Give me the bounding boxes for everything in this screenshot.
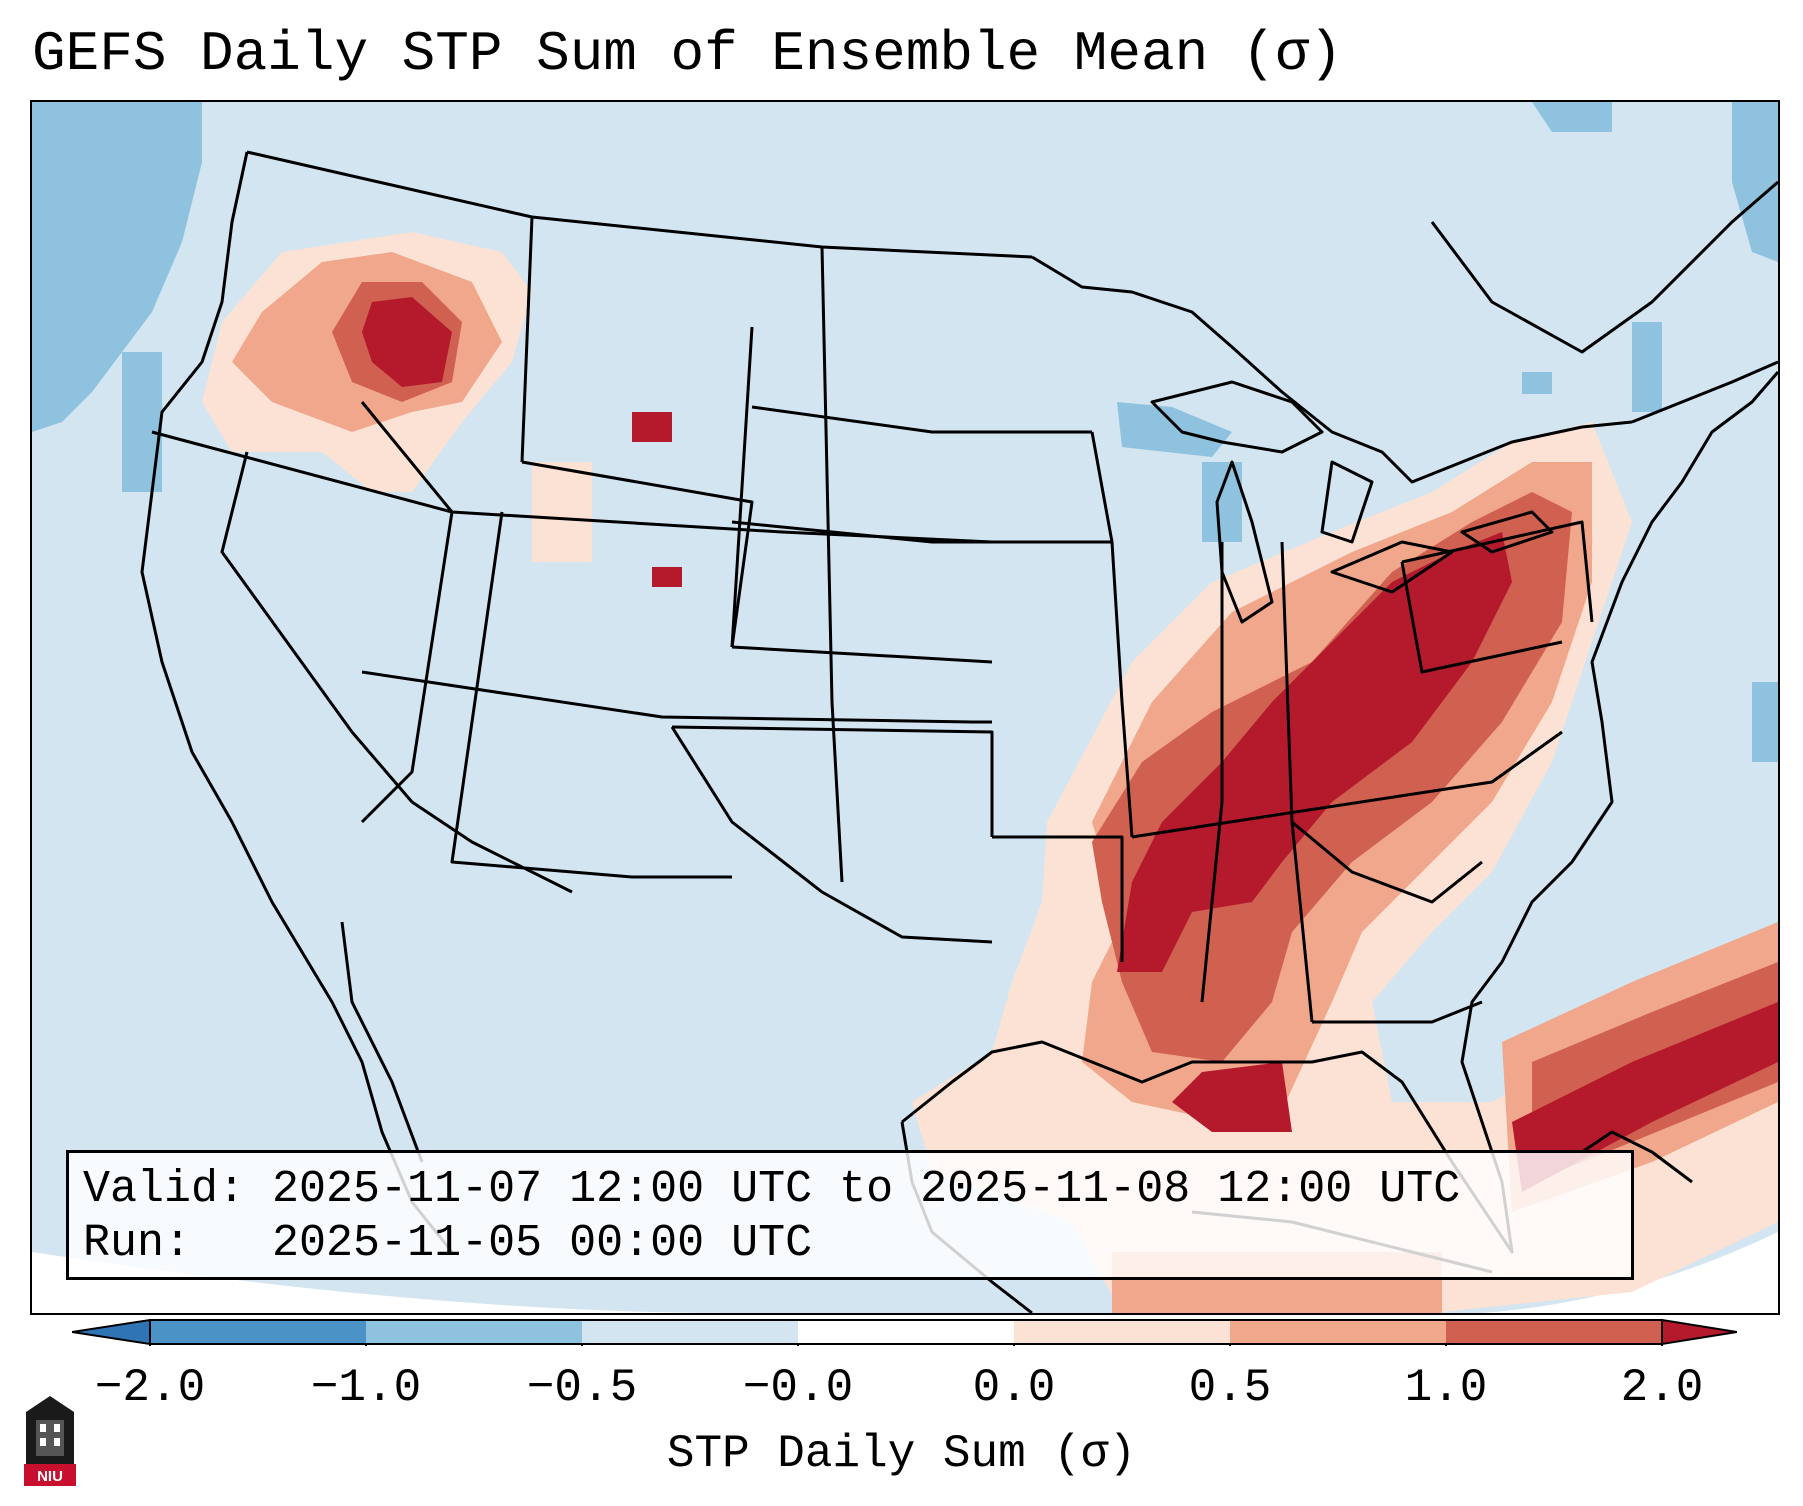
coast-hudson [1430,180,1778,354]
border-us-canada-west [246,150,1033,259]
colorbar [72,1318,1737,1346]
logo-banner [24,1464,76,1486]
colorbar-label: STP Daily Sum (σ) [666,1428,1137,1480]
border-nd-sd [751,405,1092,434]
border-wy [521,460,754,648]
map-panel [30,100,1780,1315]
lake-michigan [1215,460,1274,624]
colorbar-over-extension [1661,1318,1737,1346]
border-ks-ok [671,725,994,837]
colorbar-outline [149,1319,1663,1345]
anomaly-wyoming-max [652,567,682,587]
border-mn-ia [1090,431,1134,838]
colorbar-bin-7 [1446,1320,1662,1344]
map-canvas [32,102,1778,1313]
anomaly-atlantic-max [1512,1002,1778,1192]
border-maine [1631,360,1778,424]
lake-erie [1330,540,1454,594]
lake-ontario [1460,510,1554,554]
anomaly-montana-max [632,412,672,442]
coast-bahamas [1581,1130,1693,1184]
border-ga-sc [1291,820,1483,904]
anomaly-gulf-coast [1172,1062,1292,1132]
border-mt-id [520,216,534,463]
border-il-in [1200,542,1224,1003]
colorbar-bin-2 [366,1320,582,1344]
colorbar-under-extension [72,1318,151,1346]
border-tx-north [670,726,993,944]
border-fl-ga [1312,1000,1483,1024]
colorbar-bin-5 [1014,1320,1230,1344]
lake-huron [1320,460,1374,544]
anomaly-maritimes [1732,102,1778,262]
anomaly-pacific-nw [32,102,202,432]
colorbar-bin-3 [582,1320,798,1344]
colorbar-bin-4 [798,1320,1014,1344]
lake-superior [1150,380,1324,454]
colorbar-tick-label: 1.0 [1404,1362,1488,1414]
colorbar-tick-label: −1.0 [310,1362,422,1414]
border-az-nm [450,511,732,879]
anomaly-idaho-max [362,297,452,387]
logo-text: NIU [37,1468,63,1485]
anomaly-atlantic [1752,682,1778,762]
run-value: 2025-11-05 00:00 UTC [272,1218,813,1269]
anomaly-hudson [1532,102,1612,132]
colorbar-tick-label: 0.0 [972,1362,1056,1414]
anomaly-wyoming [532,462,592,562]
border-wa-or [360,401,454,513]
negative-anomaly-patches [32,102,1778,762]
colorbar-tick-label: 2.0 [1620,1362,1704,1414]
colorbar-bin-1 [150,1320,366,1344]
border-sd-ne [731,520,1112,544]
colorbar-tick-label: 0.5 [1188,1362,1272,1414]
colorbar-tick-label: −0.0 [742,1362,854,1414]
anomaly-quebec [1632,322,1662,412]
anomaly-quebec-2 [1522,372,1552,394]
projection-corner-left [32,1252,732,1313]
valid-run-info-box: Valid: 2025-11-07 12:00 UTC to 2025-11-0… [66,1150,1634,1280]
border-co-north [361,670,992,724]
border-central-ns [820,246,844,883]
valid-value: 2025-11-07 12:00 UTC to 2025-11-08 12:00… [272,1164,1461,1215]
colorbar-ticks [149,1344,1663,1346]
valid-label: Valid: [83,1164,246,1215]
niu-logo: NIU [24,1396,76,1486]
border-dakotas-west [730,326,754,648]
colorbar-tick-label: −2.0 [94,1362,206,1414]
border-pa-ny [1401,520,1594,623]
colorbar-tick-label: −0.5 [526,1362,638,1414]
projection-corner-right [1482,1232,1778,1313]
border-ar-la [992,835,1124,962]
coast-baja [340,921,424,1163]
coast-pacific [140,151,454,1253]
border-pa-md [1400,561,1563,674]
border-nv-west [220,451,414,803]
state-borders [151,150,1778,1024]
border-tn-nc [1131,730,1563,839]
border-ca-az [411,800,573,894]
run-label: Run: [83,1218,192,1269]
border-us-canada-east [1031,255,1633,484]
border-nv-ut [360,511,454,824]
colorbar-bin-6 [1230,1320,1446,1344]
anomaly-lake-superior [1117,402,1232,457]
border-ne-ks [731,645,993,664]
chart-title: GEFS Daily STP Sum of Ensemble Mean (σ) [32,22,1343,86]
